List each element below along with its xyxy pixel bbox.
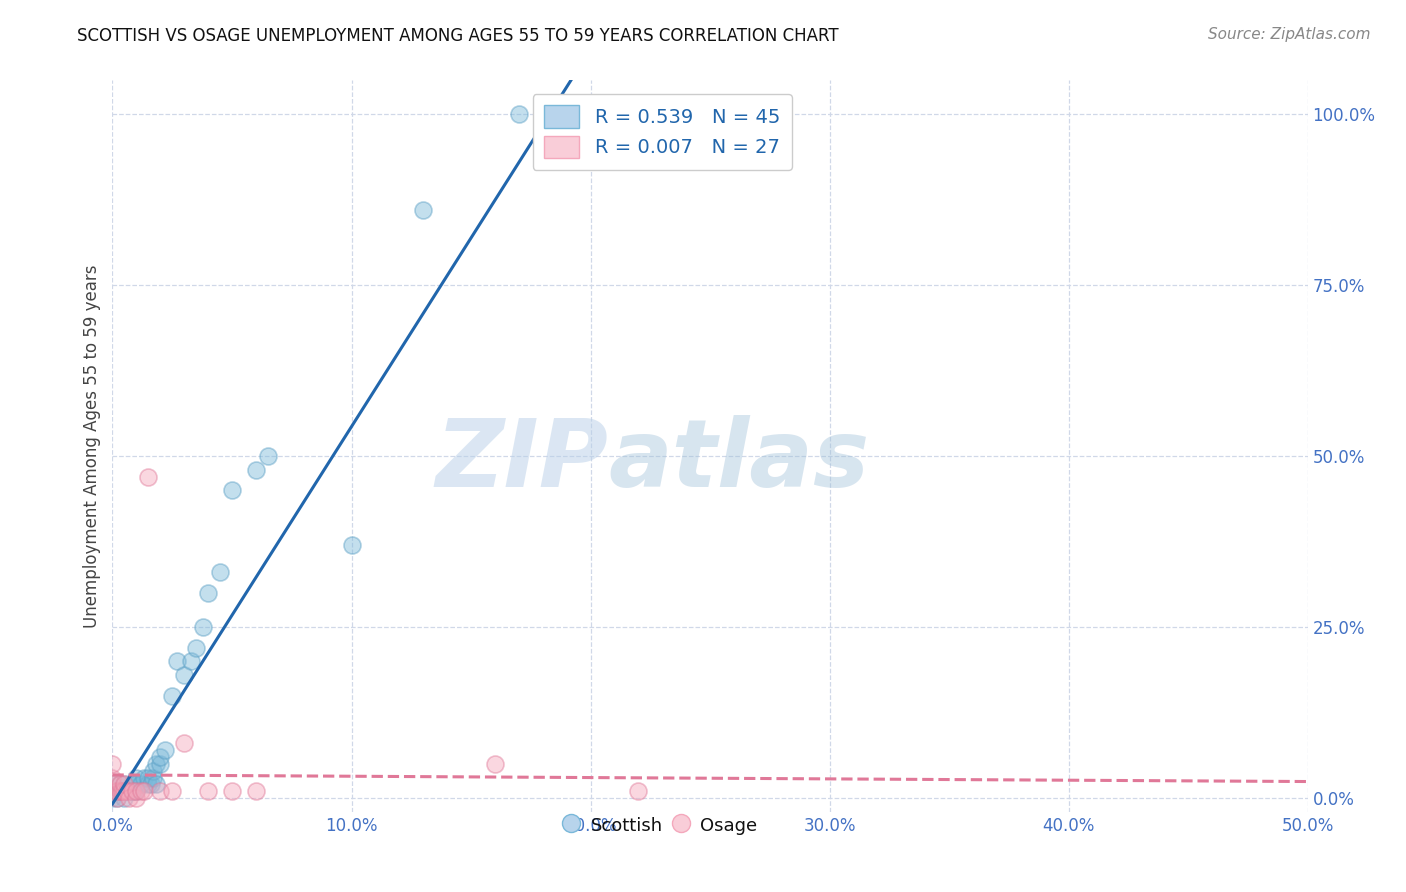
- Point: [138, 469, 160, 483]
- Point: [197, 784, 219, 798]
- Point: [132, 784, 155, 798]
- Point: [121, 784, 143, 798]
- Point: [508, 107, 530, 121]
- Point: [105, 784, 128, 798]
- Text: Source: ZipAtlas.com: Source: ZipAtlas.com: [1208, 27, 1371, 42]
- Point: [145, 756, 167, 771]
- Point: [129, 784, 152, 798]
- Point: [125, 784, 148, 798]
- Point: [101, 777, 124, 791]
- Point: [149, 756, 172, 771]
- Point: [108, 784, 131, 798]
- Point: [114, 791, 135, 805]
- Point: [245, 784, 267, 798]
- Point: [173, 668, 195, 682]
- Point: [340, 538, 363, 552]
- Point: [114, 784, 135, 798]
- Point: [108, 777, 131, 791]
- Point: [132, 771, 155, 785]
- Point: [125, 771, 148, 785]
- Point: [245, 463, 267, 477]
- Point: [193, 620, 215, 634]
- Legend: Scottish, Osage: Scottish, Osage: [560, 807, 765, 843]
- Point: [149, 750, 172, 764]
- Point: [111, 784, 134, 798]
- Point: [101, 777, 124, 791]
- Point: [138, 771, 160, 785]
- Point: [139, 777, 162, 791]
- Point: [162, 784, 183, 798]
- Point: [166, 654, 188, 668]
- Point: [180, 654, 202, 668]
- Point: [101, 784, 124, 798]
- Point: [105, 791, 128, 805]
- Point: [125, 784, 148, 798]
- Point: [627, 107, 650, 121]
- Point: [145, 777, 167, 791]
- Point: [484, 756, 506, 771]
- Point: [412, 203, 434, 218]
- Point: [105, 784, 128, 798]
- Point: [122, 777, 145, 791]
- Point: [121, 777, 143, 791]
- Point: [209, 566, 232, 580]
- Point: [118, 784, 141, 798]
- Point: [162, 689, 183, 703]
- Point: [125, 777, 148, 791]
- Point: [173, 736, 195, 750]
- Point: [118, 791, 141, 805]
- Point: [153, 743, 176, 757]
- Point: [149, 784, 172, 798]
- Point: [125, 791, 148, 805]
- Point: [122, 784, 145, 798]
- Point: [142, 764, 165, 778]
- Point: [108, 784, 131, 798]
- Point: [101, 756, 124, 771]
- Point: [114, 777, 135, 791]
- Point: [221, 483, 243, 498]
- Point: [257, 449, 280, 463]
- Point: [221, 784, 243, 798]
- Text: SCOTTISH VS OSAGE UNEMPLOYMENT AMONG AGES 55 TO 59 YEARS CORRELATION CHART: SCOTTISH VS OSAGE UNEMPLOYMENT AMONG AGE…: [77, 27, 839, 45]
- Point: [101, 791, 124, 805]
- Point: [101, 784, 124, 798]
- Point: [197, 586, 219, 600]
- Point: [114, 784, 135, 798]
- Point: [186, 640, 208, 655]
- Point: [138, 777, 160, 791]
- Point: [114, 777, 135, 791]
- Point: [129, 777, 152, 791]
- Text: ZIP: ZIP: [436, 415, 609, 507]
- Point: [142, 771, 165, 785]
- Point: [627, 784, 650, 798]
- Point: [115, 784, 138, 798]
- Point: [121, 784, 143, 798]
- Y-axis label: Unemployment Among Ages 55 to 59 years: Unemployment Among Ages 55 to 59 years: [83, 264, 101, 628]
- Text: atlas: atlas: [609, 415, 870, 507]
- Point: [108, 777, 131, 791]
- Point: [105, 791, 128, 805]
- Point: [101, 771, 124, 785]
